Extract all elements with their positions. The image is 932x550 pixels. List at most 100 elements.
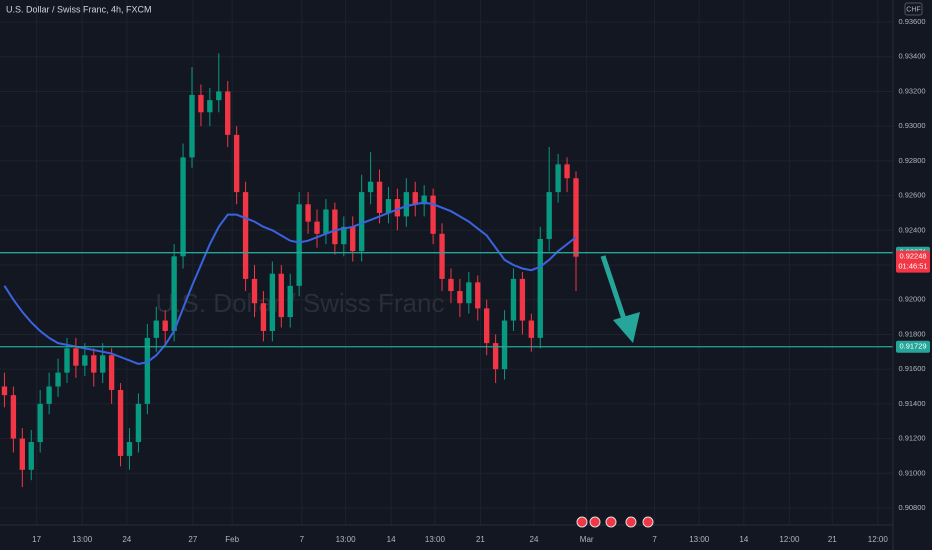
- candle-body: [242, 192, 249, 279]
- candle-body: [64, 348, 70, 373]
- candle-body: [269, 273, 276, 331]
- candle-body: [19, 438, 26, 470]
- event-icon: [642, 516, 654, 528]
- candle-body: [251, 278, 258, 304]
- candle-body: [207, 100, 213, 113]
- candle-body: [198, 94, 204, 113]
- x-tick-label: 13:00: [72, 535, 93, 544]
- candle-body: [564, 164, 570, 179]
- candle-body: [225, 91, 231, 135]
- candle-body: [430, 195, 436, 234]
- y-tick-label: 0.92400: [898, 225, 925, 234]
- candle-body: [350, 226, 356, 252]
- candle-body: [162, 320, 168, 331]
- candle-body: [457, 291, 463, 304]
- x-tick-label: 24: [530, 535, 539, 544]
- candle-body: [332, 209, 338, 245]
- level-label-box: [896, 340, 930, 353]
- y-tick-label: 0.92000: [898, 295, 925, 304]
- currency-box: [904, 2, 923, 16]
- candle-body: [484, 308, 490, 344]
- last-price-label: 0.92248: [899, 252, 926, 261]
- event-icon: [605, 516, 617, 528]
- plot: [0, 53, 893, 488]
- candle-body: [37, 403, 43, 443]
- chart-title: U.S. Dollar / Swiss Franc, 4h, FXCM: [6, 4, 152, 14]
- x-tick-label: 12:00: [779, 535, 800, 544]
- x-tick-label: 13:00: [689, 535, 710, 544]
- candle-body: [233, 134, 240, 193]
- event-icon: [589, 516, 601, 528]
- candle-body: [82, 355, 88, 366]
- y-tick-label: 0.92800: [898, 156, 925, 165]
- y-tick-label: 0.91400: [898, 399, 925, 408]
- event-icon: [625, 516, 637, 528]
- arrow-head: [613, 312, 640, 343]
- y-tick-label: 0.90800: [898, 503, 925, 512]
- x-tick-label: 21: [476, 535, 485, 544]
- candle-body: [412, 192, 418, 205]
- candle-body: [216, 91, 222, 101]
- candle-body: [385, 199, 392, 213]
- y-tick-label: 0.93400: [898, 52, 925, 61]
- x-tick-label: 7: [652, 535, 657, 544]
- candle-body: [439, 233, 445, 279]
- candle-body: [1, 386, 8, 396]
- y-tick-label: 0.92600: [898, 191, 925, 200]
- moving-average: [3, 201, 577, 365]
- candle-body: [108, 355, 115, 390]
- axes: 0.93600 0.93400 0.93200 0.93000 0.92800 0.926…: [32, 17, 930, 544]
- candle-body: [55, 372, 61, 387]
- candle-body: [135, 403, 142, 443]
- candle-body: [91, 355, 97, 373]
- candle-body: [153, 320, 159, 338]
- candle-body: [287, 285, 293, 318]
- y-tick-label: 0.93000: [898, 121, 925, 130]
- candle-body: [492, 343, 499, 370]
- countdown-label: 01:46:51: [898, 262, 927, 271]
- candle-body: [358, 192, 365, 252]
- candle-body: [46, 386, 52, 404]
- y-tick-label: 0.91200: [898, 434, 925, 443]
- watermark: U.S. Dollar / Swiss Franc: [156, 288, 445, 318]
- y-tick-label: 0.91800: [898, 329, 925, 338]
- candle-body: [501, 320, 508, 370]
- candle-body: [510, 278, 517, 321]
- x-tick-label: 13:00: [425, 535, 446, 544]
- y-tick-label: 0.93200: [898, 86, 925, 95]
- x-tick-label: 14: [387, 535, 396, 544]
- candle-body: [323, 209, 329, 234]
- candle-body: [117, 389, 124, 456]
- x-tick-label: 27: [188, 535, 197, 544]
- candle-body: [519, 278, 526, 321]
- candle-body: [537, 238, 543, 338]
- arrow-shaft: [600, 255, 628, 323]
- candle-body: [573, 178, 579, 257]
- x-tick-label: 14: [739, 535, 748, 544]
- candle-body: [189, 94, 195, 158]
- candle-body: [126, 442, 133, 456]
- candle-body: [555, 164, 561, 193]
- candle-body: [314, 221, 320, 234]
- x-tick-label: 7: [300, 535, 305, 544]
- x-tick-label: 12:00: [868, 535, 889, 544]
- candle-body: [305, 204, 311, 222]
- x-tick-label: 17: [32, 535, 41, 544]
- event-icons: [576, 516, 654, 528]
- arrow: [600, 255, 640, 343]
- candle-body: [28, 442, 34, 470]
- event-icon: [576, 516, 588, 528]
- candle-body: [466, 282, 472, 304]
- candle-body: [376, 181, 383, 213]
- candle-body: [260, 303, 267, 331]
- last-price-box: [896, 250, 930, 273]
- candle-body: [341, 226, 347, 245]
- level-label: 0.91729: [899, 342, 926, 351]
- candle-body: [367, 181, 374, 193]
- candle-body: [403, 192, 409, 217]
- candle-body: [528, 320, 535, 338]
- candle-body: [10, 395, 17, 439]
- currency-label: CHF: [906, 6, 920, 13]
